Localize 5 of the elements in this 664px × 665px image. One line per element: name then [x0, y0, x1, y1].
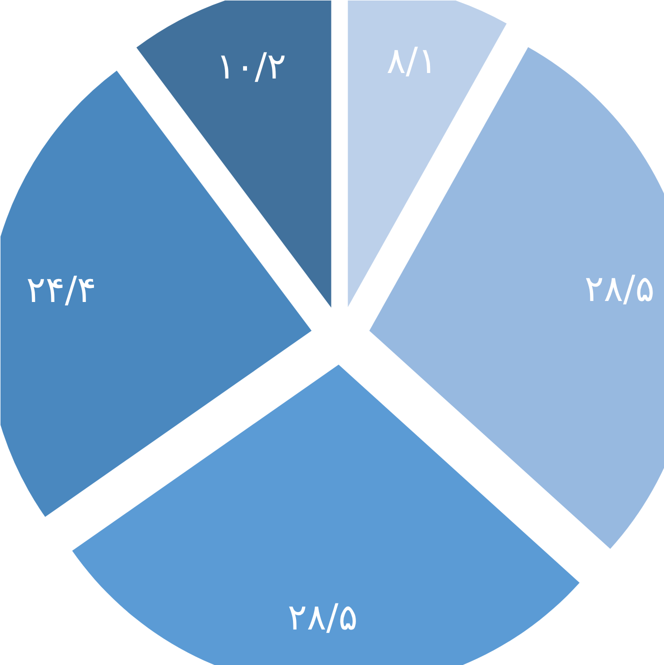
data-label: ۸/۱	[386, 41, 438, 82]
data-label: ۲۴/۴	[26, 270, 96, 312]
data-label: ۲۸/۵	[584, 269, 655, 310]
data-label: ۲۸/۵	[288, 597, 358, 638]
data-label: ۱۰/۲	[216, 46, 286, 88]
